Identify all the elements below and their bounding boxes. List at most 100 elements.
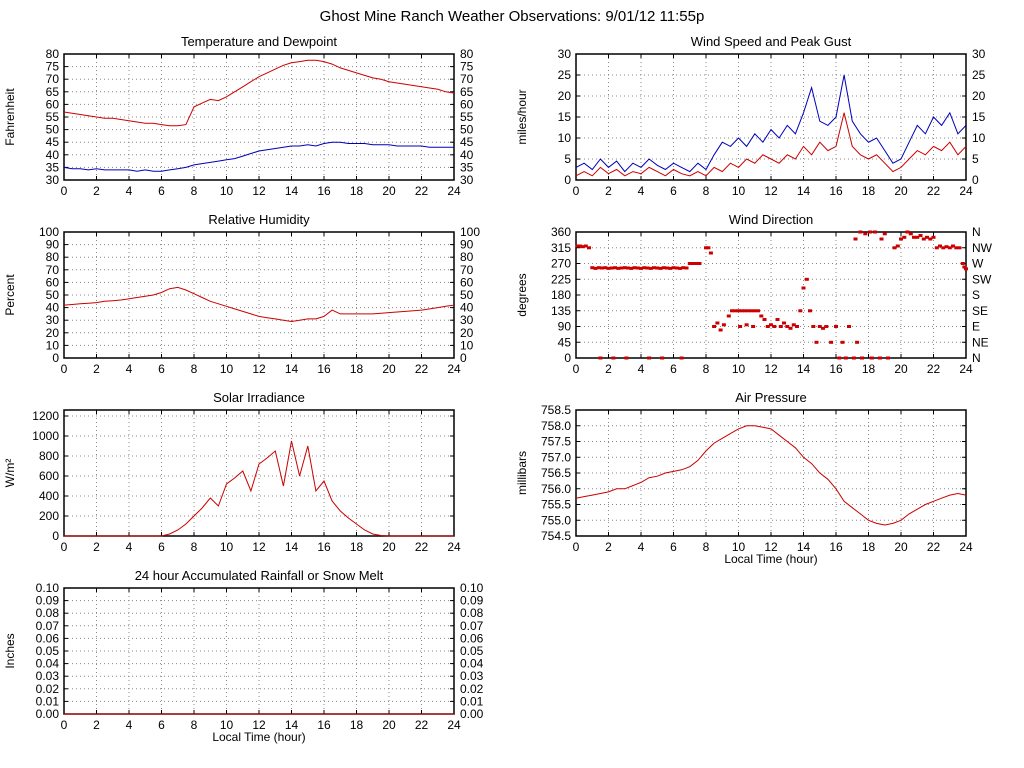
- svg-text:50: 50: [46, 123, 60, 137]
- svg-text:Wind Direction: Wind Direction: [729, 212, 814, 227]
- svg-text:40: 40: [46, 148, 60, 162]
- svg-text:55: 55: [46, 110, 60, 124]
- svg-text:80: 80: [460, 250, 474, 264]
- svg-text:16: 16: [317, 362, 331, 376]
- svg-text:20: 20: [382, 362, 396, 376]
- svg-text:65: 65: [46, 85, 60, 99]
- svg-text:60: 60: [46, 275, 60, 289]
- svg-text:10: 10: [220, 718, 234, 732]
- svg-text:80: 80: [46, 47, 60, 61]
- svg-text:0.07: 0.07: [36, 619, 60, 633]
- svg-text:0.06: 0.06: [460, 631, 484, 645]
- svg-text:6: 6: [670, 184, 677, 198]
- svg-text:70: 70: [46, 72, 60, 86]
- svg-text:18: 18: [862, 362, 876, 376]
- svg-text:2: 2: [93, 718, 100, 732]
- svg-text:20: 20: [46, 326, 60, 340]
- svg-text:18: 18: [350, 540, 364, 554]
- svg-text:18: 18: [350, 718, 364, 732]
- svg-text:14: 14: [797, 540, 811, 554]
- svg-text:758.5: 758.5: [541, 403, 571, 417]
- svg-text:1000: 1000: [32, 429, 59, 443]
- svg-text:315: 315: [551, 241, 571, 255]
- svg-text:754.5: 754.5: [541, 529, 571, 543]
- svg-text:6: 6: [158, 362, 165, 376]
- svg-text:0: 0: [52, 529, 59, 543]
- svg-text:45: 45: [460, 135, 474, 149]
- svg-text:16: 16: [317, 718, 331, 732]
- svg-text:0: 0: [564, 173, 571, 187]
- svg-text:20: 20: [382, 718, 396, 732]
- svg-text:16: 16: [317, 184, 331, 198]
- svg-text:45: 45: [558, 335, 572, 349]
- svg-text:24: 24: [959, 540, 973, 554]
- svg-text:millibars: millibars: [515, 451, 529, 495]
- svg-text:0.05: 0.05: [460, 644, 484, 658]
- svg-text:10: 10: [558, 131, 572, 145]
- svg-text:80: 80: [460, 47, 474, 61]
- svg-text:20: 20: [972, 89, 986, 103]
- svg-text:SE: SE: [972, 304, 988, 318]
- svg-text:W/m²: W/m²: [3, 459, 17, 488]
- svg-text:200: 200: [39, 509, 59, 523]
- svg-text:12: 12: [764, 362, 778, 376]
- svg-text:60: 60: [46, 97, 60, 111]
- svg-text:0: 0: [573, 184, 580, 198]
- svg-text:10: 10: [732, 362, 746, 376]
- svg-text:4: 4: [126, 718, 133, 732]
- svg-text:14: 14: [285, 718, 299, 732]
- svg-text:4: 4: [638, 362, 645, 376]
- svg-text:1200: 1200: [32, 409, 59, 423]
- svg-text:30: 30: [558, 47, 572, 61]
- svg-text:Inches: Inches: [3, 633, 17, 668]
- rainfall-chart: 0 2 4 6 8 10 12 14 16 18 20 22 240.00 0.000.01 0.010.0…: [3, 568, 484, 744]
- svg-text:10: 10: [732, 540, 746, 554]
- svg-text:2: 2: [605, 184, 612, 198]
- svg-text:18: 18: [350, 184, 364, 198]
- svg-text:757.5: 757.5: [541, 435, 571, 449]
- svg-text:10: 10: [972, 131, 986, 145]
- svg-text:18: 18: [350, 362, 364, 376]
- svg-text:14: 14: [285, 540, 299, 554]
- svg-text:10: 10: [46, 338, 60, 352]
- svg-text:0.01: 0.01: [36, 694, 60, 708]
- svg-text:10: 10: [220, 540, 234, 554]
- svg-text:4: 4: [126, 540, 133, 554]
- svg-text:0.10: 0.10: [460, 581, 484, 595]
- svg-text:100: 100: [39, 225, 59, 239]
- svg-text:NE: NE: [972, 335, 989, 349]
- svg-text:8: 8: [191, 540, 198, 554]
- svg-text:0: 0: [52, 351, 59, 365]
- svg-text:0: 0: [972, 173, 979, 187]
- svg-text:20: 20: [558, 89, 572, 103]
- svg-text:8: 8: [191, 184, 198, 198]
- svg-text:0.03: 0.03: [36, 669, 60, 683]
- svg-text:8: 8: [703, 540, 710, 554]
- svg-text:0.07: 0.07: [460, 619, 484, 633]
- svg-text:0.08: 0.08: [460, 606, 484, 620]
- svg-text:Wind Speed and Peak Gust: Wind Speed and Peak Gust: [691, 34, 852, 49]
- svg-text:0.05: 0.05: [36, 644, 60, 658]
- svg-text:0.00: 0.00: [460, 707, 484, 721]
- svg-text:0.09: 0.09: [36, 594, 60, 608]
- svg-text:18: 18: [862, 184, 876, 198]
- svg-text:20: 20: [894, 184, 908, 198]
- svg-text:755.0: 755.0: [541, 513, 571, 527]
- svg-text:Relative Humidity: Relative Humidity: [208, 212, 310, 227]
- svg-text:0.08: 0.08: [36, 606, 60, 620]
- svg-text:4: 4: [638, 540, 645, 554]
- svg-text:45: 45: [46, 135, 60, 149]
- svg-text:0.02: 0.02: [36, 682, 60, 696]
- svg-text:N: N: [972, 351, 981, 365]
- svg-text:55: 55: [460, 110, 474, 124]
- svg-text:6: 6: [158, 718, 165, 732]
- svg-text:5: 5: [564, 152, 571, 166]
- svg-text:20: 20: [460, 326, 474, 340]
- svg-text:0: 0: [61, 184, 68, 198]
- svg-text:8: 8: [703, 184, 710, 198]
- svg-text:40: 40: [46, 301, 60, 315]
- svg-text:0: 0: [61, 540, 68, 554]
- svg-text:0.01: 0.01: [460, 694, 484, 708]
- svg-text:25: 25: [558, 68, 572, 82]
